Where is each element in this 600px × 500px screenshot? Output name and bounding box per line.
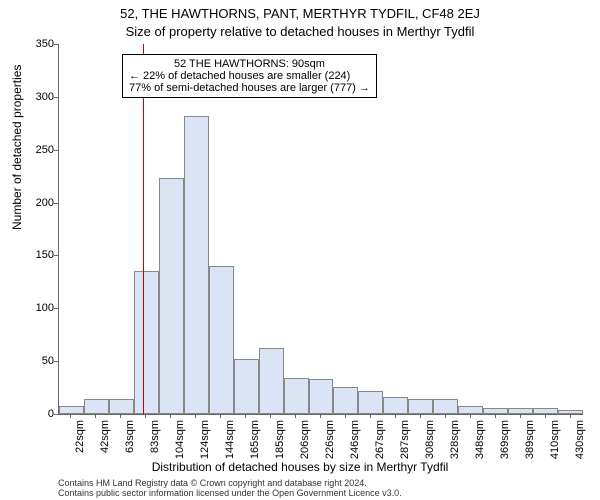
y-tick-label: 0 (0, 408, 54, 420)
y-tick-label: 350 (0, 38, 54, 50)
bar (209, 266, 234, 414)
bar (333, 387, 358, 414)
bar (458, 406, 483, 414)
footnote: Contains HM Land Registry data © Crown c… (58, 478, 402, 499)
reference-line (143, 44, 144, 414)
bar (358, 391, 383, 414)
bar (134, 271, 159, 414)
bar (309, 379, 334, 414)
bar (159, 178, 184, 414)
footnote-line1: Contains HM Land Registry data © Crown c… (58, 478, 402, 488)
y-tick-label: 150 (0, 249, 54, 261)
annotation-line3: 77% of semi-detached houses are larger (… (129, 82, 370, 94)
y-tick-label: 250 (0, 144, 54, 156)
bar (184, 116, 209, 414)
bar (284, 378, 309, 414)
y-tick-label: 200 (0, 197, 54, 209)
bar (408, 399, 433, 414)
bar (234, 359, 259, 414)
annotation-line2: ← 22% of detached houses are smaller (22… (129, 70, 370, 82)
bar (483, 408, 508, 414)
annotation-line1: 52 THE HAWTHORNS: 90sqm (129, 58, 370, 70)
bar (59, 406, 84, 414)
chart-plot-area (58, 44, 583, 415)
bar (533, 408, 558, 414)
x-axis-label: Distribution of detached houses by size … (0, 460, 600, 474)
title-line2: Size of property relative to detached ho… (0, 24, 600, 39)
bar (558, 410, 583, 414)
bar (508, 408, 533, 414)
annotation-box: 52 THE HAWTHORNS: 90sqm ← 22% of detache… (122, 54, 377, 98)
bar (383, 397, 408, 414)
footnote-line2: Contains public sector information licen… (58, 488, 402, 498)
bar (109, 399, 134, 414)
y-tick-label: 50 (0, 355, 54, 367)
bar (433, 399, 458, 414)
y-tick-label: 300 (0, 91, 54, 103)
bar (84, 399, 109, 414)
bar (259, 348, 284, 414)
title-line1: 52, THE HAWTHORNS, PANT, MERTHYR TYDFIL,… (0, 6, 600, 21)
y-tick-label: 100 (0, 302, 54, 314)
